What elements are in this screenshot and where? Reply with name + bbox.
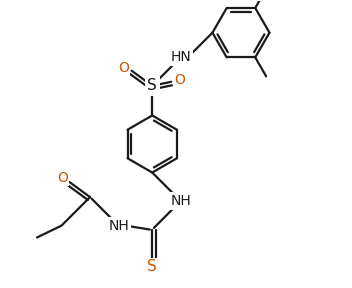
Text: NH: NH (108, 219, 129, 233)
Text: NH: NH (170, 194, 191, 208)
Text: O: O (118, 60, 129, 75)
Text: S: S (147, 259, 157, 274)
Text: S: S (147, 78, 157, 93)
Text: HN: HN (170, 50, 191, 64)
Text: O: O (175, 73, 186, 87)
Text: O: O (57, 171, 68, 185)
